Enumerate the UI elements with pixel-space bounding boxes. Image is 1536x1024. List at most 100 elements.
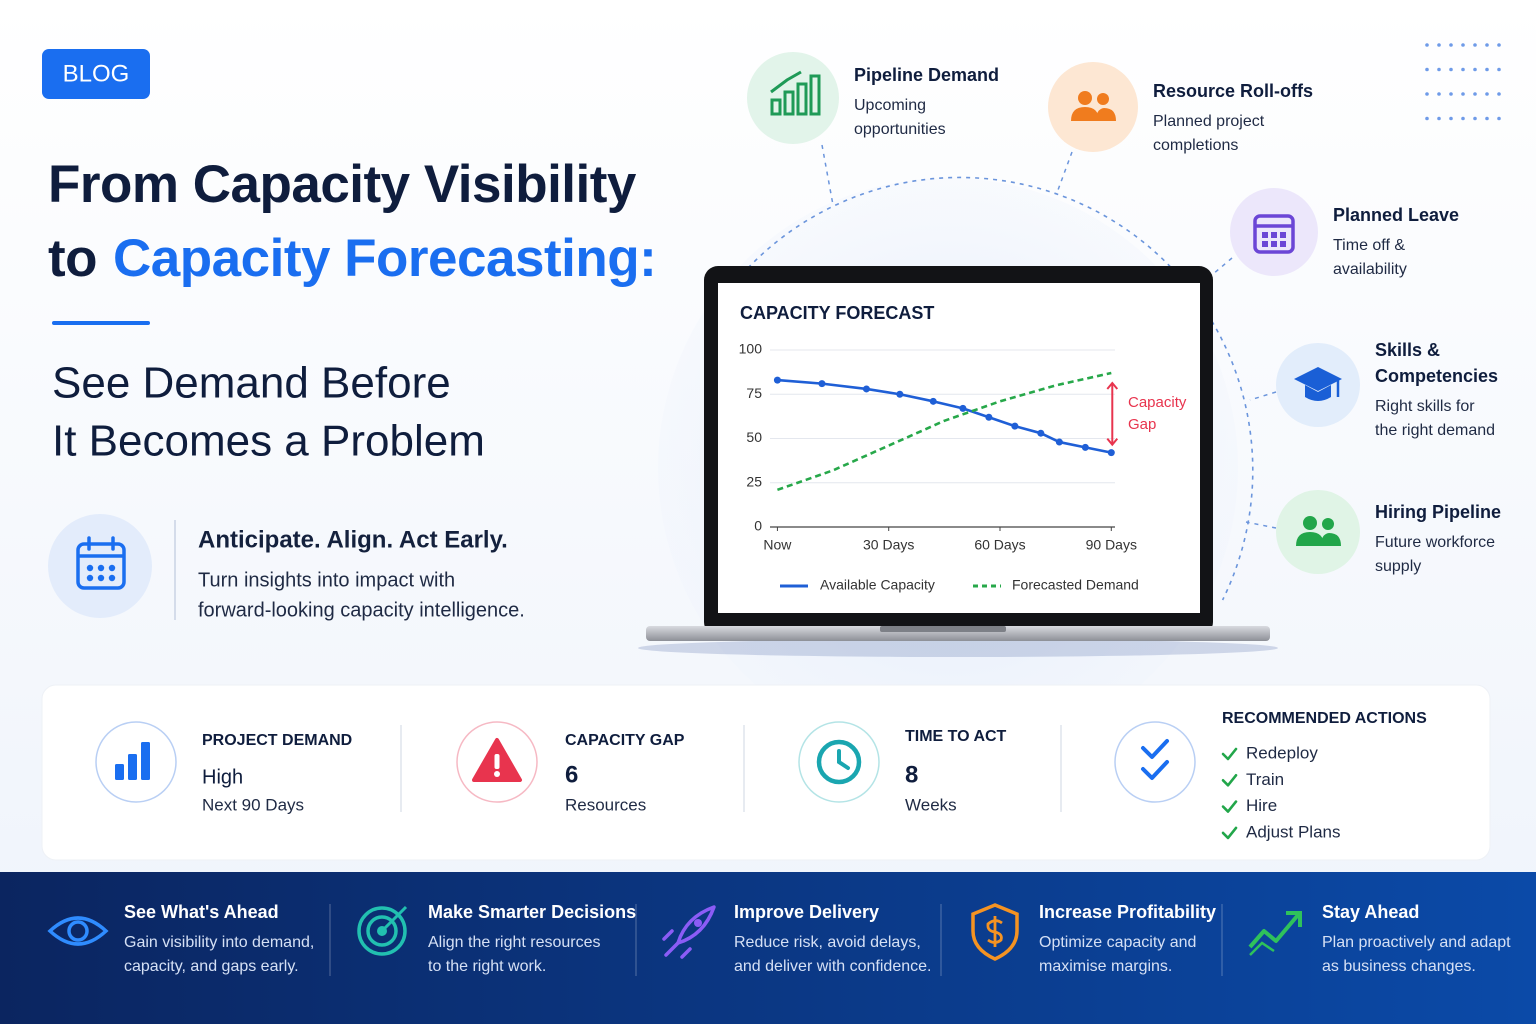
benefit-title: See What's Ahead — [124, 902, 279, 922]
benefit-title: Stay Ahead — [1322, 902, 1419, 922]
factor-icon-part — [1262, 241, 1268, 247]
blog-badge — [42, 49, 150, 99]
headline-highlight: Capacity Forecasting: — [113, 229, 656, 288]
dot-grid-part — [1473, 67, 1477, 72]
calendar-icon-part — [108, 574, 116, 582]
dot-grid-part — [1425, 43, 1429, 47]
check-mark-part — [1221, 773, 1238, 787]
dot-grid-part — [1497, 67, 1501, 72]
benefit-icon-part — [357, 906, 407, 956]
benefit-icon — [357, 905, 408, 956]
stat-icon — [816, 739, 862, 785]
benefit-icon-part — [1286, 911, 1302, 927]
benefit-description: Reduce risk, avoid delays, — [734, 934, 921, 951]
calendar-icon-part — [108, 564, 116, 572]
dot-grid-part — [1449, 67, 1453, 72]
benefits-band — [0, 872, 1536, 1024]
factor-title: Skills & — [1375, 340, 1440, 360]
factor-icon-part — [1280, 241, 1286, 247]
checks-icon-part — [1141, 739, 1169, 759]
series-marker — [773, 376, 781, 384]
benefit-icon — [1248, 911, 1302, 956]
legend-label: Forecasted Demand — [1012, 577, 1139, 593]
benefit-icon-part — [676, 905, 716, 945]
benefit-icon-part — [47, 916, 109, 946]
headline: From Capacity Visibility — [48, 155, 637, 214]
x-tick-label: 90 Days — [1086, 537, 1137, 553]
benefit-description: capacity, and gaps early. — [124, 958, 299, 975]
legend-label: Available Capacity — [820, 577, 935, 593]
stat-detail: Next 90 Days — [202, 795, 304, 814]
benefit-description: Optimize capacity and — [1039, 934, 1196, 951]
benefit-icon — [971, 903, 1019, 961]
headline-underline — [52, 321, 150, 325]
series-marker — [929, 397, 937, 405]
factor-connector — [821, 144, 834, 206]
dot-grid-part — [1437, 116, 1441, 121]
calendar-icon-part — [76, 542, 126, 590]
benefit-title: Increase Profitability — [1039, 902, 1216, 922]
dot-grid-part — [1497, 116, 1501, 121]
benefit-icon — [662, 905, 716, 959]
stat-label: PROJECT DEMAND — [202, 732, 352, 749]
factor-title: Hiring Pipeline — [1375, 502, 1501, 522]
subtitle: It Becomes a Problem — [52, 417, 485, 466]
factor-icon — [1294, 367, 1342, 401]
factor-icon — [1253, 214, 1295, 254]
dot-grid-part — [1449, 116, 1453, 121]
benefit-icon-part — [67, 920, 89, 942]
factor-title: Resource Roll-offs — [1153, 81, 1313, 101]
benefit-description: maximise margins. — [1039, 958, 1172, 975]
callout-body: Turn insights into impact with — [198, 569, 455, 591]
factor-description: Planned project — [1153, 113, 1265, 130]
factor-icon — [1296, 516, 1341, 546]
action-item: Redeploy — [1246, 743, 1318, 762]
dot-grid-part — [1425, 67, 1429, 72]
gap-annotation: Capacity Gap — [1128, 394, 1187, 433]
factor-icon — [1071, 91, 1116, 121]
benefit-description: and deliver with confidence. — [734, 958, 931, 975]
series-marker — [862, 385, 870, 393]
y-tick-label: 75 — [746, 385, 762, 401]
dot-grid-part — [1425, 116, 1429, 121]
headline: to — [48, 229, 97, 288]
dot-grid-part — [1485, 116, 1489, 121]
benefit-title: Make Smarter Decisions — [428, 902, 636, 922]
factor-icon-part — [1303, 516, 1317, 530]
factor-connector — [1057, 151, 1073, 191]
factor-title: Pipeline Demand — [854, 65, 999, 85]
dot-grid-part — [1473, 92, 1477, 96]
benefit-icon — [47, 916, 109, 946]
callout-body: forward-looking capacity intelligence. — [198, 599, 525, 621]
factor-icon-part — [1071, 107, 1099, 121]
factor-title: Planned Leave — [1333, 205, 1459, 225]
series-marker — [1037, 429, 1045, 437]
dot-grid-part — [1461, 67, 1465, 72]
stat-detail: Resources — [565, 795, 646, 814]
stat-icon — [472, 738, 522, 782]
factor-description: opportunities — [854, 121, 946, 138]
series-marker — [818, 380, 826, 388]
calendar-icon-part — [86, 574, 94, 582]
factor-icon-part — [1097, 93, 1109, 105]
benefit-icon-part — [694, 919, 702, 927]
check-mark-part — [1221, 747, 1238, 761]
dot-grid-part — [1473, 43, 1477, 47]
series-line — [776, 371, 1112, 492]
gap-arrowhead — [1106, 381, 1119, 447]
factor-icon-part — [1262, 232, 1268, 238]
subtitle: See Demand Before — [52, 359, 451, 408]
benefit-icon-part — [986, 916, 1003, 947]
calendar-icon-part — [97, 574, 105, 582]
factor-icon-part — [1253, 214, 1295, 254]
benefit-icon-part — [971, 903, 1019, 961]
dot-grid-part — [1461, 43, 1465, 47]
dot-grid-part — [1437, 43, 1441, 47]
dot-grid-part — [1437, 67, 1441, 72]
factor-icon — [770, 70, 821, 116]
stat-value: 6 — [565, 761, 578, 788]
factor-icon-part — [1078, 91, 1092, 105]
dot-grid-part — [1473, 116, 1477, 121]
factor-icon-part — [1271, 232, 1277, 238]
